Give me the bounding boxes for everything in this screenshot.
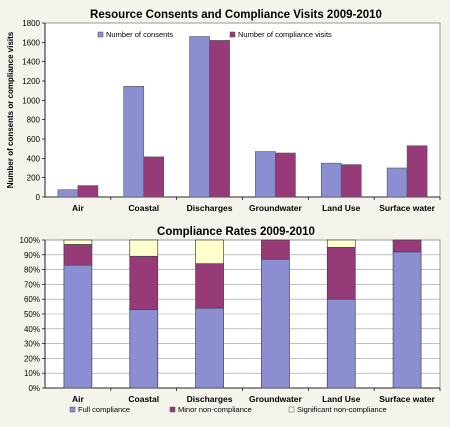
bar-number-of-consents-discharges: [189, 36, 210, 198]
bar-minor-non-compliance-discharges: [195, 263, 224, 309]
category-label: Air: [72, 394, 85, 404]
category-label: Surface water: [379, 203, 435, 213]
consents-visits-chart: Resource Consents and Compliance Visits …: [6, 9, 441, 213]
bar-full-compliance-land-use: [326, 298, 356, 389]
legend-label-minor-non-compliance: Minor non-compliance: [178, 405, 252, 414]
y-tick-label: 50%: [24, 310, 40, 319]
bar-number-of-compliance-visits-discharges: [209, 40, 230, 198]
bar-number-of-compliance-visits-air: [77, 185, 99, 198]
y-tick-label: 70%: [24, 280, 40, 289]
category-label: Land Use: [322, 203, 361, 213]
bar-number-of-compliance-visits-groundwater: [275, 152, 296, 198]
y-tick-label: 0%: [28, 384, 40, 393]
bar-minor-non-compliance-surface-water: [392, 239, 422, 253]
bar-minor-non-compliance-air: [63, 244, 93, 266]
bar-significant-non-compliance-land-use: [326, 239, 356, 248]
bar-number-of-consents-land-use: [320, 162, 342, 198]
y-tick-label: 30%: [24, 340, 40, 349]
bar-full-compliance-discharges: [195, 307, 224, 389]
y-tick-label: 80%: [24, 266, 40, 275]
y-tick-label: 800: [27, 116, 41, 125]
y-tick-label: 90%: [24, 251, 40, 260]
y-tick-label: 1800: [22, 19, 40, 28]
legend-label-significant-non-compliance: Significant non-compliance: [297, 405, 387, 414]
bar-number-of-compliance-visits-land-use: [340, 164, 362, 198]
category-label: Groundwater: [249, 203, 303, 213]
y-tick-label: 10%: [24, 369, 40, 378]
y-tick-label: 1600: [22, 38, 40, 47]
bar-significant-non-compliance-discharges: [195, 239, 224, 265]
y-tick-label: 100%: [20, 236, 40, 245]
legend-label-number-of-consents: Number of consents: [106, 30, 173, 39]
bar-minor-non-compliance-land-use: [326, 247, 356, 300]
bar-full-compliance-coastal: [129, 309, 159, 389]
y-tick-label: 400: [27, 154, 41, 163]
category-label: Groundwater: [249, 394, 303, 404]
category-label: Discharges: [187, 394, 233, 404]
legend-label-full-compliance: Full compliance: [78, 405, 130, 414]
bar-number-of-consents-surface-water: [386, 167, 408, 198]
bar-number-of-compliance-visits-coastal: [143, 156, 165, 198]
category-label: Coastal: [128, 394, 159, 404]
bar-full-compliance-surface-water: [392, 251, 422, 389]
category-label: Land Use: [322, 394, 361, 404]
y-tick-label: 1200: [22, 77, 40, 86]
legend-swatch-significant-non-compliance: [288, 406, 295, 413]
bar-number-of-consents-coastal: [123, 86, 145, 198]
category-label: Coastal: [128, 203, 159, 213]
category-label: Air: [72, 203, 85, 213]
compliance-rates-chart: Compliance Rates 2009-2010 0% 10% 20% 30% 40%…: [20, 226, 441, 414]
bar-full-compliance-air: [63, 264, 93, 389]
bar-minor-non-compliance-coastal: [129, 255, 159, 310]
category-label: Surface water: [379, 394, 435, 404]
y-tick-label: 1400: [22, 58, 40, 67]
y-tick-label: 40%: [24, 325, 40, 334]
bar-number-of-consents-groundwater: [255, 151, 276, 198]
bar-number-of-compliance-visits-surface-water: [406, 145, 428, 198]
bar-full-compliance-groundwater: [261, 258, 290, 389]
y-tick-label: 60%: [24, 295, 40, 304]
y-tick-label: 600: [27, 135, 41, 144]
legend-swatch-minor-non-compliance: [169, 406, 176, 413]
chart-title: Resource Consents and Compliance Visits …: [90, 9, 382, 21]
y-tick-label: 200: [27, 174, 41, 183]
y-axis-label: Number of consents or compliance visits: [6, 31, 15, 188]
y-tick-label: 0: [36, 193, 41, 202]
legend-swatch-number-of-consents: [97, 31, 104, 38]
y-tick-label: 1000: [22, 96, 40, 105]
y-tick-label: 20%: [24, 354, 40, 363]
bar-number-of-consents-air: [57, 189, 79, 198]
chart-title: Compliance Rates 2009-2010: [157, 226, 315, 238]
legend-swatch-full-compliance: [69, 406, 76, 413]
plot-area: [44, 22, 441, 198]
bar-significant-non-compliance-air: [63, 239, 93, 245]
bar-significant-non-compliance-coastal: [129, 239, 159, 257]
bar-minor-non-compliance-groundwater: [261, 239, 290, 260]
category-label: Discharges: [187, 203, 233, 213]
legend-swatch-number-of-compliance-visits: [229, 31, 236, 38]
legend-label-number-of-compliance-visits: Number of compliance visits: [238, 30, 332, 39]
